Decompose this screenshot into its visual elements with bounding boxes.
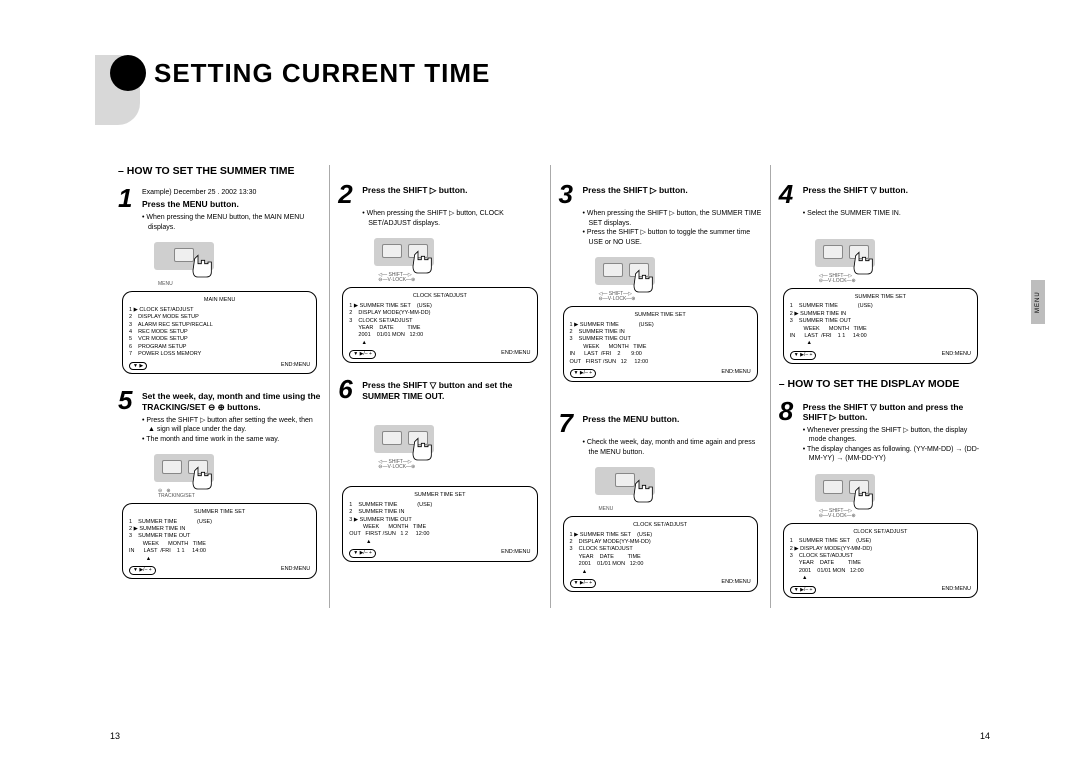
step-3-num: 3 [559,183,579,206]
step-1-label: Example) December 25 . 2002 13:30 Press … [142,187,256,210]
step-2: 2 Press the SHIFT ▷ button. When pressin… [338,183,541,363]
step-3: 3 Press the SHIFT ▷ button. When pressin… [559,183,762,382]
col-4: 4 Press the SHIFT ▽ button. Select the S… [770,165,990,608]
step-4-bullets: Select the SUMMER TIME IN. [779,209,982,218]
step-5-label: Set the week, day, month and time using … [142,389,321,412]
hand-icon [627,477,661,507]
step-8-screen: CLOCK SET/ADJUST 1 SUMMER TIME SET (USE)… [783,523,978,599]
step-1-icon: MENU [148,240,228,285]
step-1-screen: MAIN MENU 1 ▶ CLOCK SET/ADJUST 2 DISPLAY… [122,291,317,374]
page-num-left: 13 [110,731,120,741]
page-header: SETTING CURRENT TIME [110,55,490,91]
step-7-num: 7 [559,412,579,435]
step-1-bullets: When pressing the MENU button, the MAIN … [118,213,321,232]
step-1: 1 Example) December 25 . 2002 13:30 Pres… [118,187,321,374]
step-6-label: Press the SHIFT ▽ button and set the SUM… [362,378,541,401]
step-7: 7 Press the MENU button. Check the week,… [559,412,762,592]
step-7-screen: CLOCK SET/ADJUST 1 ▶ SUMMER TIME SET (US… [563,516,758,592]
step-4-num: 4 [779,183,799,206]
step-8-icon: ◁— SHIFT—▷ ⊖—V·LOCK—⊕ [809,472,889,517]
step-8: 8 Press the SHIFT ▽ button and press the… [779,400,982,599]
step-8-label: Press the SHIFT ▽ button and press the S… [803,400,982,423]
step-7-label: Press the MENU button. [583,412,680,435]
step-6-num: 6 [338,378,358,401]
step-6: 6 Press the SHIFT ▽ button and set the S… [338,378,541,562]
step-5-icon: ⊖ ⊕ TRACKING/SET [148,452,228,497]
step-2-bullets: When pressing the SHIFT ▷ button, CLOCK … [338,209,541,228]
section-display-title: – HOW TO SET THE DISPLAY MODE [779,378,982,390]
col-1: – HOW TO SET THE SUMMER TIME 1 Example) … [110,165,329,608]
step-1-num: 1 [118,187,138,210]
step-4-screen: SUMMER TIME SET 1 SUMMER TIME (USE) 2 ▶ … [783,288,978,364]
col-3: 3 Press the SHIFT ▷ button. When pressin… [550,165,770,608]
step-2-icon: ◁— SHIFT—▷ ⊖—V·LOCK—⊕ [368,236,448,281]
section-summer-title: – HOW TO SET THE SUMMER TIME [118,165,321,177]
step-3-label: Press the SHIFT ▷ button. [583,183,688,206]
step-4: 4 Press the SHIFT ▽ button. Select the S… [779,183,982,364]
col-2: 2 Press the SHIFT ▷ button. When pressin… [329,165,549,608]
step-3-bullets: When pressing the SHIFT ▷ button, the SU… [559,209,762,247]
step-2-num: 2 [338,183,358,206]
header-bullet [110,55,146,91]
step-5: 5 Set the week, day, month and time usin… [118,389,321,578]
step-3-screen: SUMMER TIME SET 1 ▶ SUMMER TIME (USE) 2 … [563,306,758,382]
side-tab-menu: MENU [1031,280,1045,324]
step-6-icon: ◁— SHIFT—▷ ⊖—V·LOCK—⊕ [368,423,448,468]
step-7-icon: MENU [589,465,669,510]
step-2-screen: CLOCK SET/ADJUST 1 ▶ SUMMER TIME SET (US… [342,287,537,363]
step-1-example: Example) December 25 . 2002 13:30 [142,189,256,198]
step-5-screen: SUMMER TIME SET 1 SUMMER TIME (USE) 2 ▶ … [122,503,317,579]
content-columns: – HOW TO SET THE SUMMER TIME 1 Example) … [110,165,990,608]
step-8-num: 8 [779,400,799,423]
hand-icon [186,252,220,282]
step-2-label: Press the SHIFT ▷ button. [362,183,467,206]
page-title: SETTING CURRENT TIME [154,58,490,89]
step-5-bullets: Press the SHIFT ▷ button after setting t… [118,416,321,444]
step-8-bullets: Whenever pressing the SHIFT ▷ button, th… [779,426,982,464]
step-4-icon: ◁— SHIFT—▷ ⊖—V·LOCK—⊕ [809,237,889,282]
page-num-right: 14 [980,731,990,741]
step-4-label: Press the SHIFT ▽ button. [803,183,908,206]
step-5-num: 5 [118,389,138,412]
step-7-bullets: Check the week, day, month and time agai… [559,438,762,457]
step-3-icon: ◁— SHIFT—▷ ⊖—V·LOCK—⊕ [589,255,669,300]
step-6-screen: SUMMER TIME SET 1 SUMMER TIME (USE) 2 SU… [342,486,537,562]
